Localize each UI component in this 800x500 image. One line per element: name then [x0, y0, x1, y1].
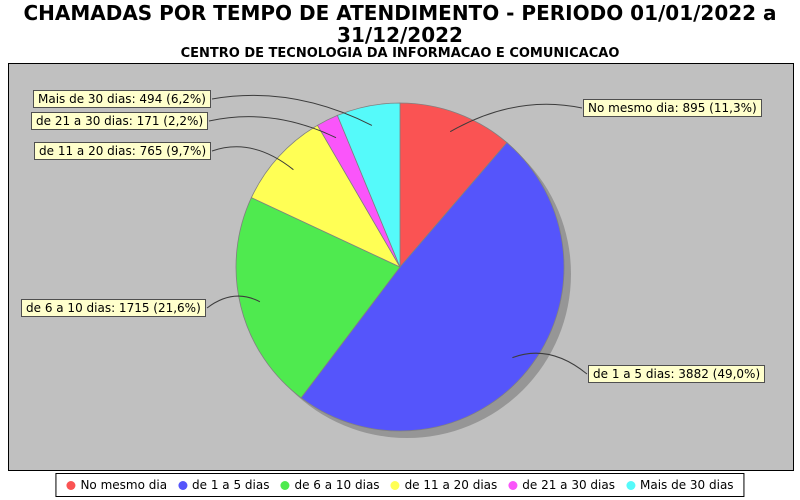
legend-item-4: de 21 a 30 dias: [508, 478, 615, 492]
legend-dot-icon: [280, 480, 290, 490]
legend: No mesmo dia de 1 a 5 dias de 6 a 10 dias d…: [55, 473, 745, 497]
callout-label-0: No mesmo dia: 895 (11,3%): [583, 99, 762, 117]
legend-item-5: Mais de 30 dias: [626, 478, 734, 492]
callout-label-5: Mais de 30 dias: 494 (6,2%): [33, 90, 211, 108]
chart-title-line1: CHAMADAS POR TEMPO DE ATENDIMENTO - PERI…: [23, 1, 777, 25]
chart-subtitle: CENTRO DE TECNOLOGIA DA INFORMACAO E COM…: [180, 46, 620, 61]
legend-item-2: de 6 a 10 dias: [280, 478, 380, 492]
legend-label: de 11 a 20 dias: [404, 478, 498, 492]
callout-label-4: de 21 a 30 dias: 171 (2,2%): [31, 112, 209, 130]
legend-dot-icon: [390, 480, 400, 490]
legend-label: de 6 a 10 dias: [294, 478, 380, 492]
legend-dot-icon: [626, 480, 635, 490]
legend-dot-icon: [178, 480, 188, 490]
legend-label: de 1 a 5 dias: [192, 478, 270, 492]
legend-label: Mais de 30 dias: [640, 478, 734, 492]
legend-item-1: de 1 a 5 dias: [178, 478, 269, 492]
legend-label: No mesmo dia: [80, 478, 168, 492]
legend-label: de 21 a 30 dias: [522, 478, 615, 492]
legend-dot-icon: [508, 480, 518, 490]
chart-title-line2: 31/12/2022: [337, 23, 463, 47]
legend-item-3: de 11 a 20 dias: [390, 478, 498, 492]
callout-label-3: de 11 a 20 dias: 765 (9,7%): [34, 142, 212, 160]
callout-label-1: de 1 a 5 dias: 3882 (49,0%): [588, 365, 766, 383]
chart-title: CHAMADAS POR TEMPO DE ATENDIMENTO - PERI…: [0, 2, 800, 46]
legend-item-0: No mesmo dia: [66, 478, 167, 492]
legend-dot-icon: [66, 480, 76, 490]
callout-label-2: de 6 a 10 dias: 1715 (21,6%): [21, 299, 206, 317]
